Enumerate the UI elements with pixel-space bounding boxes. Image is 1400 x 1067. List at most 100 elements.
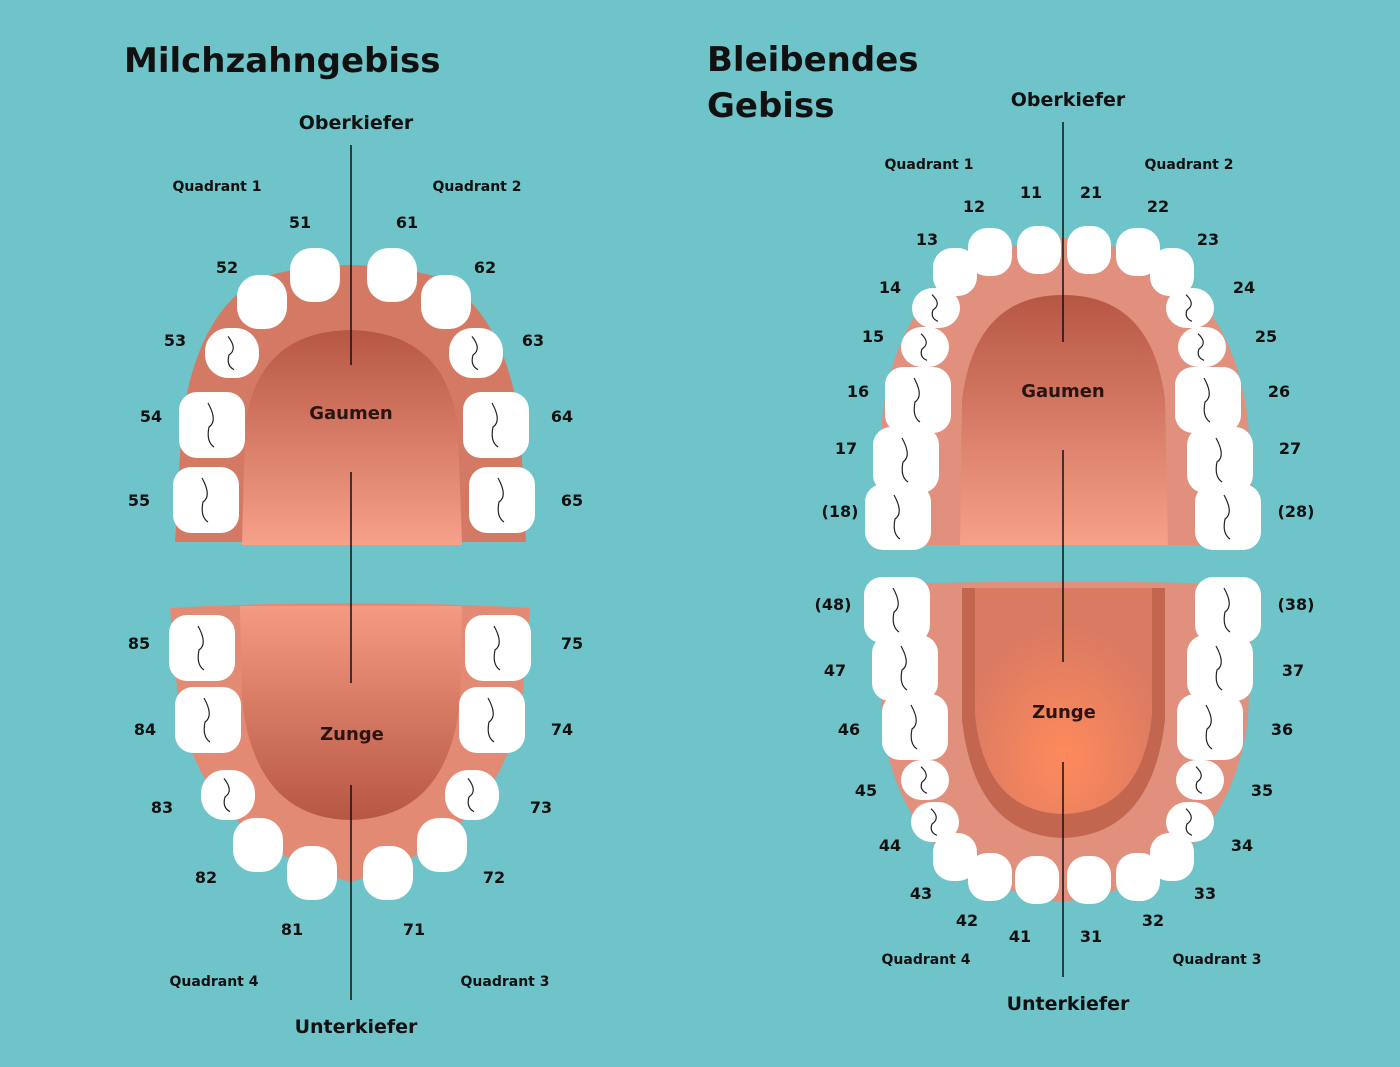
permanent-lower-jaw — [878, 581, 1253, 902]
tooth-fissure — [1195, 766, 1203, 794]
primary-lower-jaw — [170, 603, 530, 882]
permanent-tooth-32 — [1116, 853, 1160, 901]
primary-tooth-72 — [417, 818, 467, 872]
permanent-tooth-number: (28) — [1278, 502, 1315, 521]
primary-tooth-number: 62 — [474, 258, 496, 277]
primary-quadrant-2: Quadrant 2 — [433, 179, 522, 195]
permanent-tooth-number: 12 — [963, 197, 985, 216]
primary-title: Milchzahngebiss — [124, 41, 441, 81]
primary-tooth-55 — [173, 467, 239, 533]
permanent-title-line1: Bleibendes — [707, 40, 919, 80]
tooth-fissure — [203, 697, 211, 743]
permanent-tooth-28 — [1195, 484, 1261, 550]
primary-tooth-number: 63 — [522, 331, 544, 350]
teeth — [169, 226, 1261, 904]
tooth-fissure — [1197, 333, 1205, 361]
permanent-tooth-number: 25 — [1255, 327, 1277, 346]
tooth-fissure — [1215, 437, 1223, 483]
permanent-quadrant-3: Quadrant 3 — [1173, 952, 1262, 968]
tooth-fissure — [491, 402, 499, 448]
primary-lower-jaw-label: Unterkiefer — [295, 1016, 418, 1038]
primary-tooth-number: 64 — [551, 407, 573, 426]
permanent-upper-jaw-label: Oberkiefer — [1011, 89, 1126, 111]
permanent-quadrant-1: Quadrant 1 — [885, 157, 974, 173]
tooth-fissure — [197, 625, 205, 671]
permanent-tooth-number: 45 — [855, 781, 877, 800]
permanent-tooth-number: 47 — [824, 661, 846, 680]
permanent-tooth-number: 13 — [916, 230, 938, 249]
permanent-tooth-number: 27 — [1279, 439, 1301, 458]
permanent-tooth-number: 37 — [1282, 661, 1304, 680]
primary-tooth-85 — [169, 615, 235, 681]
permanent-tongue-label: Zunge — [1032, 702, 1096, 723]
tooth-fissure — [227, 335, 235, 371]
permanent-lower-jaw-label: Unterkiefer — [1007, 993, 1130, 1015]
permanent-tooth-number: 14 — [879, 278, 901, 297]
tooth-fissure — [901, 437, 909, 483]
permanent-quadrant-2: Quadrant 2 — [1145, 157, 1234, 173]
primary-tooth-number: 61 — [396, 213, 418, 232]
primary-tooth-52 — [237, 275, 287, 329]
permanent-tooth-number: 17 — [835, 439, 857, 458]
permanent-tooth-number: 33 — [1194, 884, 1216, 903]
permanent-tooth-number: 34 — [1231, 836, 1253, 855]
tooth-fissure — [493, 625, 501, 671]
primary-tooth-number: 73 — [530, 798, 552, 817]
tooth-fissure — [1205, 704, 1213, 750]
tooth-fissure — [931, 294, 939, 322]
primary-upper-jaw — [175, 265, 526, 545]
permanent-tooth-number: 32 — [1142, 911, 1164, 930]
permanent-tooth-46 — [882, 694, 948, 760]
permanent-tooth-42 — [968, 853, 1012, 901]
primary-tooth-number: 54 — [140, 407, 162, 426]
permanent-tooth-number: 11 — [1020, 183, 1042, 202]
primary-tooth-64 — [463, 392, 529, 458]
permanent-tooth-number: 26 — [1268, 382, 1290, 401]
permanent-tooth-48 — [864, 577, 930, 643]
tooth-fissure — [910, 704, 918, 750]
primary-tooth-number: 51 — [289, 213, 311, 232]
permanent-tooth-47 — [872, 635, 938, 701]
permanent-tooth-number: 35 — [1251, 781, 1273, 800]
permanent-palate — [960, 295, 1168, 545]
permanent-tooth-41 — [1015, 856, 1059, 904]
primary-tooth-number: 75 — [561, 634, 583, 653]
primary-tooth-number: 82 — [195, 868, 217, 887]
tooth-fissure — [201, 477, 209, 523]
permanent-tongue — [975, 588, 1152, 814]
primary-tooth-number: 85 — [128, 634, 150, 653]
permanent-tooth-number: 41 — [1009, 927, 1031, 946]
tooth-fissure — [471, 335, 479, 371]
primary-quadrant-3: Quadrant 3 — [461, 974, 550, 990]
permanent-tooth-21 — [1067, 226, 1111, 274]
primary-upper-jaw-label: Oberkiefer — [299, 112, 414, 134]
primary-tooth-61 — [367, 248, 417, 302]
permanent-tooth-number: 22 — [1147, 197, 1169, 216]
permanent-tooth-33 — [1150, 833, 1194, 881]
primary-tooth-51 — [290, 248, 340, 302]
primary-palate — [242, 330, 462, 545]
tooth-fissure — [467, 777, 475, 813]
primary-tooth-65 — [469, 467, 535, 533]
primary-tooth-number: 84 — [134, 720, 156, 739]
tooth-fissure — [1223, 494, 1231, 540]
primary-quadrant-1: Quadrant 1 — [173, 179, 262, 195]
primary-tongue — [240, 606, 462, 820]
primary-tooth-number: 53 — [164, 331, 186, 350]
tooth-fissure — [893, 494, 901, 540]
tooth-fissure — [1215, 645, 1223, 691]
primary-tooth-82 — [233, 818, 283, 872]
permanent-tooth-23 — [1150, 248, 1194, 296]
primary-tooth-number: 83 — [151, 798, 173, 817]
permanent-tooth-number: 44 — [879, 836, 901, 855]
permanent-tooth-37 — [1187, 635, 1253, 701]
primary-tooth-71 — [363, 846, 413, 900]
tooth-fissure — [497, 477, 505, 523]
tooth-numbers: 51 61 52 62 53 63 54 64 55 65 85 75 84 74 83 73 82 72 81 71… — [128, 183, 1315, 946]
tooth-fissure — [900, 645, 908, 691]
primary-tooth-74 — [459, 687, 525, 753]
primary-tooth-54 — [179, 392, 245, 458]
tooth-fissure — [1185, 808, 1193, 836]
tooth-fissure — [913, 377, 921, 423]
